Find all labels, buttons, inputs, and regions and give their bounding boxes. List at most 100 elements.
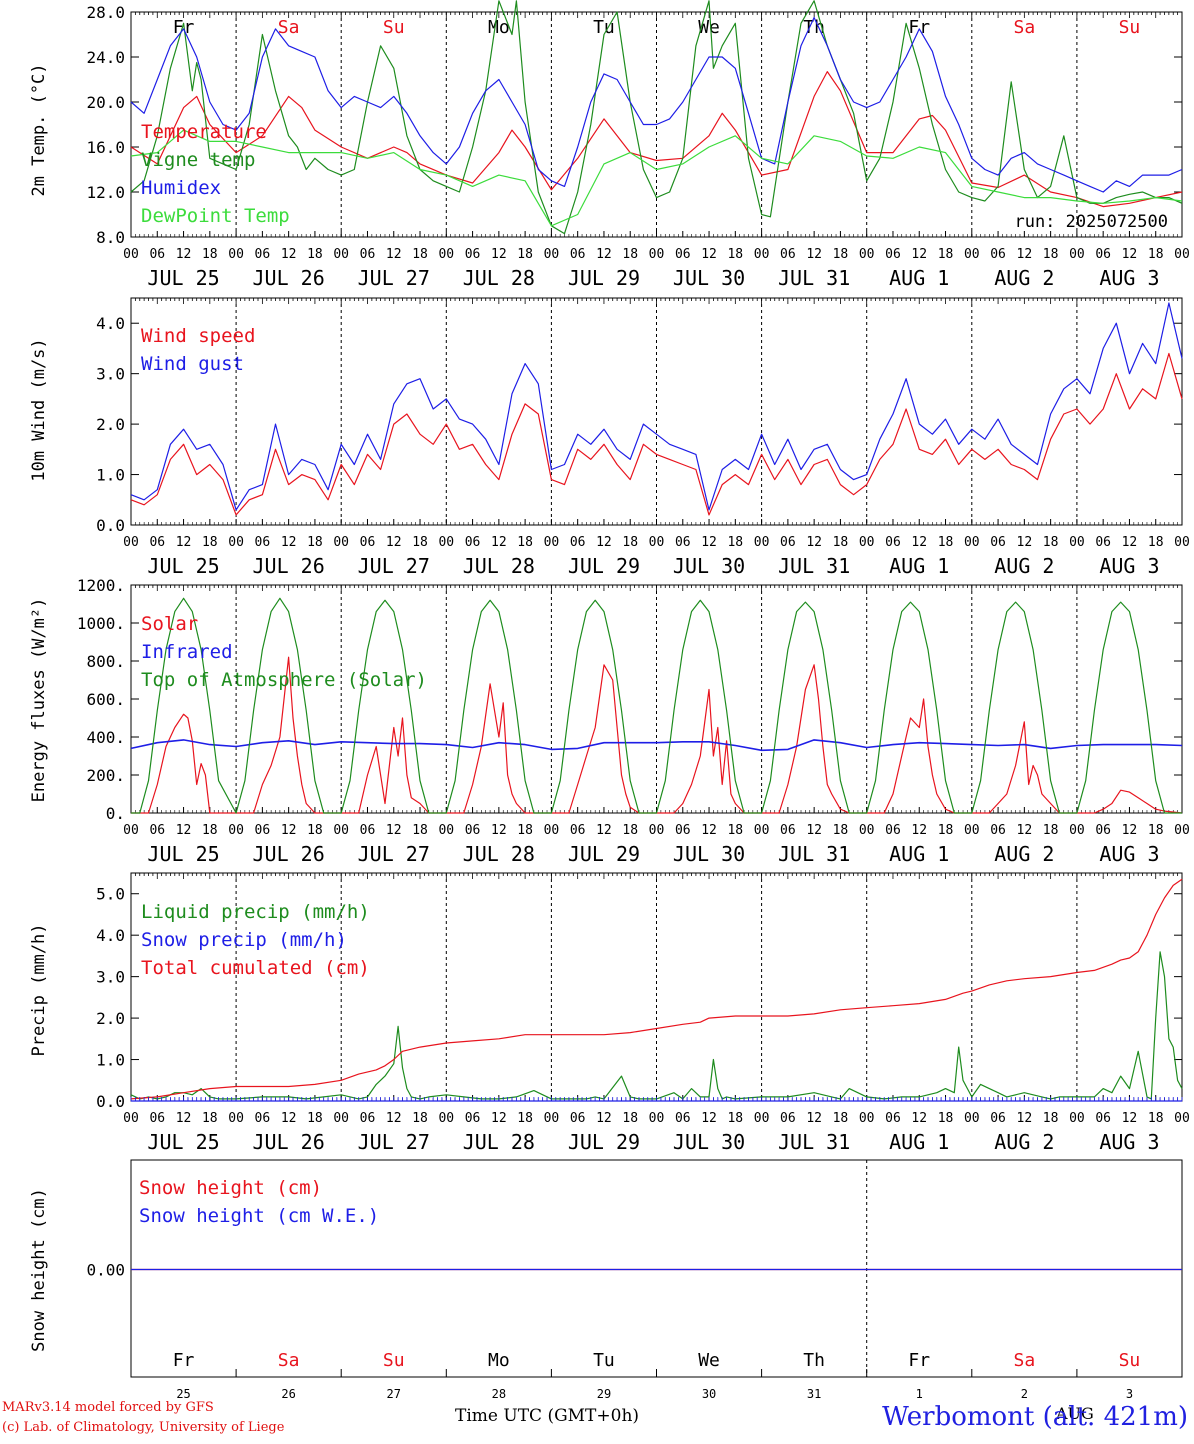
hour-tick-label: 00 [228,823,244,838]
hour-tick-label: 18 [727,823,743,838]
y-tick-label: 0. [106,804,125,823]
hour-tick-label: 18 [517,823,533,838]
hour-tick-label: 06 [885,1111,901,1126]
hour-tick-label: 00 [964,247,980,262]
legend-entry: Top of Atmosphere (Solar) [141,669,427,691]
hour-tick-label: 12 [911,535,927,550]
hour-tick-label: 12 [701,535,717,550]
date-label: AUG 3 [1099,266,1159,290]
date-label: JUL 31 [778,554,850,578]
hour-tick-label: 18 [517,247,533,262]
y-tick-label: 800. [86,652,125,671]
day-letter-label: Tu [593,17,615,38]
day-number-label: 3 [1126,1387,1133,1401]
hour-tick-label: 06 [570,247,586,262]
hour-tick-label: 00 [1174,247,1190,262]
day-letter-label: Su [383,1350,405,1371]
hour-tick-label: 00 [859,1111,875,1126]
hour-tick-label: 06 [1095,535,1111,550]
date-label: JUL 31 [778,266,850,290]
hour-tick-label: 12 [701,247,717,262]
day-number-label: 30 [702,1387,716,1401]
hour-tick-label: 06 [1095,1111,1111,1126]
legend-entry: Temperature [141,121,267,143]
hour-tick-label: 18 [202,1111,218,1126]
y-tick-label: 12.0 [86,183,125,202]
hour-tick-label: 00 [754,247,770,262]
date-label: JUL 27 [358,266,430,290]
y-tick-label: 2.0 [96,1009,125,1028]
y-tick-label: 400. [86,728,125,747]
time-axis-label: Time UTC (GMT+0h) [455,1406,640,1426]
date-label: AUG 3 [1099,842,1159,866]
date-label: JUL 25 [147,266,219,290]
y-axis-title: Precip (mm/h) [29,923,49,1056]
hour-tick-label: 00 [438,823,454,838]
y-tick-label: 3.0 [96,365,125,384]
hour-tick-label: 00 [1069,535,1085,550]
y-tick-label: 4.0 [96,314,125,333]
series-line-liquid-precip-mm-h- [130,951,1183,1100]
hour-tick-label: 12 [596,823,612,838]
legend-entry: Vigne temp [141,149,255,171]
hour-tick-label: 18 [307,247,323,262]
hour-tick-label: 18 [727,247,743,262]
day-letter-label: Sa [278,17,300,38]
hour-tick-label: 18 [307,823,323,838]
hour-tick-label: 18 [833,1111,849,1126]
day-letter-label: Th [803,1350,825,1371]
hour-tick-label: 06 [149,823,165,838]
hour-tick-label: 06 [255,247,271,262]
hour-tick-label: 00 [649,1111,665,1126]
hour-tick-label: 00 [859,535,875,550]
hour-tick-label: 12 [911,823,927,838]
hour-tick-label: 18 [622,823,638,838]
hour-tick-label: 06 [780,535,796,550]
date-label: JUL 26 [253,842,325,866]
y-tick-label: 600. [86,690,125,709]
day-letter-label: Su [1119,17,1141,38]
hour-tick-label: 18 [202,823,218,838]
day-number-label: 27 [387,1387,401,1401]
hour-tick-label: 18 [622,247,638,262]
hour-tick-label: 06 [360,535,376,550]
hour-tick-label: 00 [1174,823,1190,838]
hour-tick-label: 00 [333,823,349,838]
hour-tick-label: 00 [544,535,560,550]
hour-tick-label: 18 [727,1111,743,1126]
hour-tick-label: 12 [911,247,927,262]
series-line-infrared [130,739,1183,752]
hour-tick-label: 00 [964,1111,980,1126]
hour-tick-label: 00 [754,823,770,838]
hour-tick-label: 06 [255,1111,271,1126]
legend-entry: Infrared [141,641,233,663]
hour-tick-label: 06 [885,823,901,838]
hour-tick-label: 12 [806,535,822,550]
legend-entry: DewPoint Temp [141,205,290,227]
y-tick-label: 200. [86,766,125,785]
hour-tick-label: 12 [281,247,297,262]
hour-tick-label: 12 [491,1111,507,1126]
date-label: AUG 1 [889,1130,949,1154]
hour-tick-label: 06 [360,1111,376,1126]
hour-tick-label: 00 [438,1111,454,1126]
hour-tick-label: 12 [596,1111,612,1126]
hour-tick-label: 00 [964,535,980,550]
date-label: AUG 2 [994,1130,1054,1154]
date-label: JUL 26 [253,1130,325,1154]
hour-tick-label: 12 [1122,823,1138,838]
hour-tick-label: 18 [938,247,954,262]
day-letter-label: We [698,17,720,38]
hour-tick-label: 12 [176,247,192,262]
hour-tick-label: 06 [675,247,691,262]
hour-tick-label: 00 [754,1111,770,1126]
hour-tick-label: 18 [412,823,428,838]
date-label: JUL 30 [673,1130,745,1154]
hour-tick-label: 00 [649,535,665,550]
y-tick-label: 1.0 [96,1051,125,1070]
hour-tick-label: 18 [1043,247,1059,262]
legend-entry: Liquid precip (mm/h) [141,901,370,923]
day-number-label: 2 [1021,1387,1028,1401]
hour-tick-label: 12 [491,823,507,838]
